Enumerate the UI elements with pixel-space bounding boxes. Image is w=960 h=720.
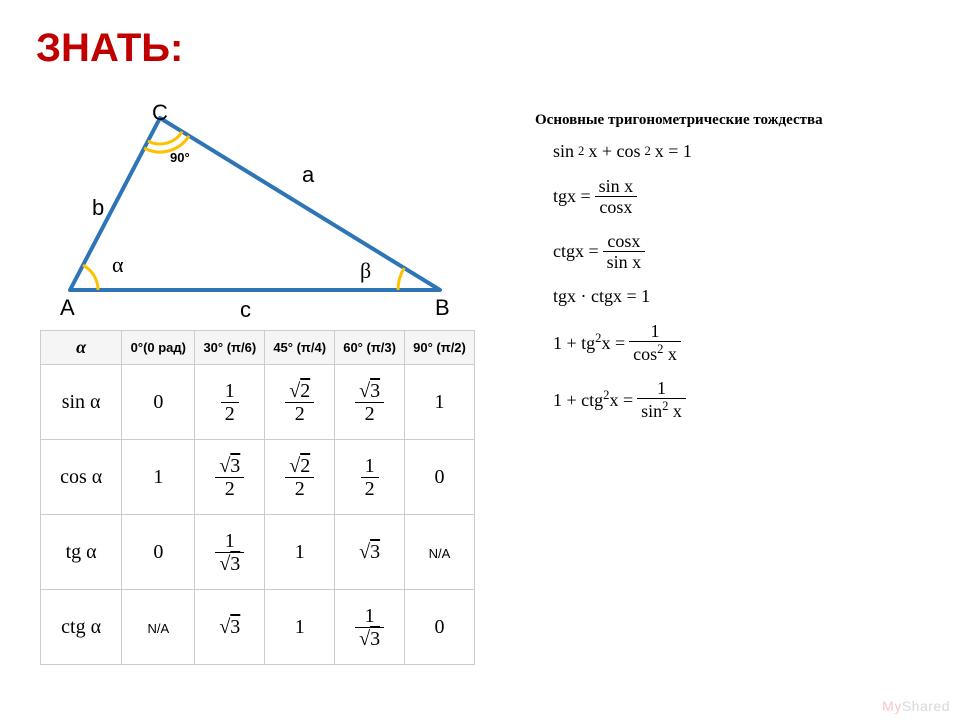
vertex-B: B xyxy=(435,295,450,321)
side-b: b xyxy=(92,195,104,221)
col-header: 60° (π/3) xyxy=(335,331,405,365)
col-header: 90° (π/2) xyxy=(405,331,475,365)
side-a: a xyxy=(302,162,314,188)
col-header: 45° (π/4) xyxy=(265,331,335,365)
cell: 1√3 xyxy=(335,590,405,665)
identities-header: Основные тригонометрические тождества xyxy=(535,112,915,129)
cell: 0 xyxy=(405,590,475,665)
angle-90: 90° xyxy=(170,150,190,165)
identity-line: 1 + ctg2x = 1sin2 x xyxy=(553,378,915,421)
cell: 1√3 xyxy=(195,515,265,590)
col-alpha: α xyxy=(41,331,122,365)
cell: √22 xyxy=(265,440,335,515)
cell: N/A xyxy=(122,590,195,665)
identity-line: sin2 x + cos2 x = 1 xyxy=(553,141,915,162)
cell: 1 xyxy=(265,515,335,590)
triangle-diagram: C A B b a c α β 90° xyxy=(50,100,470,330)
table-row: sin α012√22√321 xyxy=(41,365,475,440)
cell: 0 xyxy=(405,440,475,515)
table-row: ctg αN/A√311√30 xyxy=(41,590,475,665)
trig-values-table: α0°(0 рад)30° (π/6)45° (π/4)60° (π/3)90°… xyxy=(40,330,475,665)
identities-body: sin2 x + cos2 x = 1 tgx = sin xcosx ctgx =… xyxy=(535,141,915,421)
page-title: ЗНАТЬ: xyxy=(36,26,183,71)
cell: 12 xyxy=(335,440,405,515)
table-row: cos α1√32√22120 xyxy=(41,440,475,515)
watermark-my: My xyxy=(882,698,902,714)
cell: 1 xyxy=(265,590,335,665)
cell: 1 xyxy=(405,365,475,440)
watermark-shared: Shared xyxy=(902,698,950,714)
cell: 0 xyxy=(122,515,195,590)
vertex-C: C xyxy=(152,100,168,126)
col-header: 30° (π/6) xyxy=(195,331,265,365)
cell: √3 xyxy=(335,515,405,590)
identity-line: 1 + tg2x = 1cos2 x xyxy=(553,321,915,364)
table-row: tg α01√31√3N/A xyxy=(41,515,475,590)
angle-alpha: α xyxy=(112,252,124,278)
identity-line: ctgx = cosxsin x xyxy=(553,231,915,272)
trig-values-table-container: α0°(0 рад)30° (π/6)45° (π/4)60° (π/3)90°… xyxy=(40,330,475,665)
triangle-svg xyxy=(50,100,470,320)
identities-panel: Основные тригонометрические тождества si… xyxy=(535,112,915,435)
vertex-A: A xyxy=(60,295,75,321)
row-fn: tg α xyxy=(41,515,122,590)
cell: √32 xyxy=(195,440,265,515)
cell: √32 xyxy=(335,365,405,440)
watermark: MyShared xyxy=(882,698,950,714)
cell: N/A xyxy=(405,515,475,590)
cell: √3 xyxy=(195,590,265,665)
row-fn: sin α xyxy=(41,365,122,440)
angle-beta: β xyxy=(360,258,371,284)
row-fn: ctg α xyxy=(41,590,122,665)
cell: √22 xyxy=(265,365,335,440)
side-c: c xyxy=(240,297,251,323)
row-fn: cos α xyxy=(41,440,122,515)
identity-line: tgx · ctgx = 1 xyxy=(553,286,915,307)
col-header: 0°(0 рад) xyxy=(122,331,195,365)
cell: 0 xyxy=(122,365,195,440)
cell: 1 xyxy=(122,440,195,515)
identity-line: tgx = sin xcosx xyxy=(553,176,915,217)
cell: 12 xyxy=(195,365,265,440)
